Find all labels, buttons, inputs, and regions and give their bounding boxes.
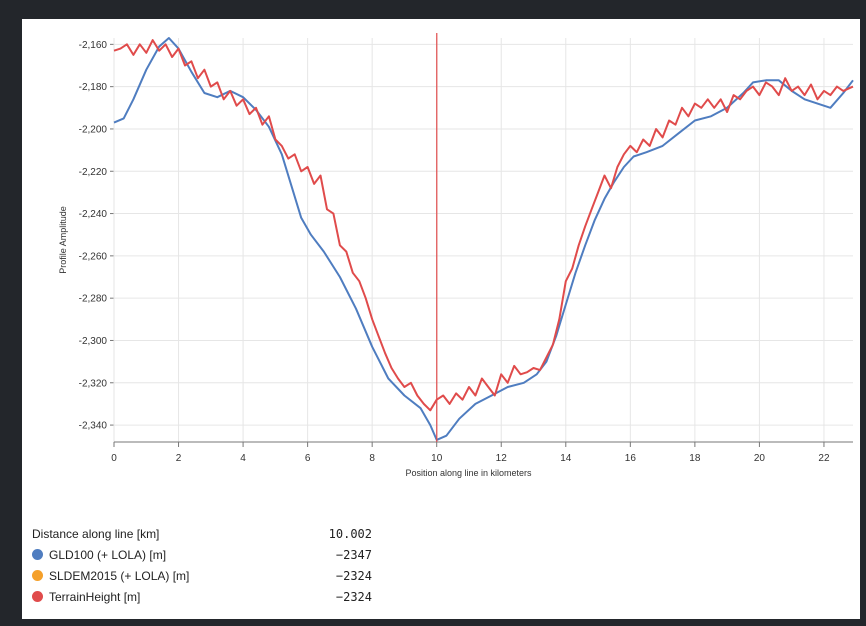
gld100-dot-icon — [32, 549, 43, 560]
x-tick-label: 22 — [818, 453, 830, 464]
profile-panel: -2,160 -2,180 -2,200 -2,220 -2,240 -2,260 -2,2… — [22, 19, 860, 619]
y-tick-label: -2,260 — [79, 251, 108, 262]
y-tick-label: -2,300 — [79, 336, 108, 347]
gld100-label: GLD100 (+ LOLA) [m] — [49, 548, 167, 562]
sldem2015-value: −2324 — [335, 569, 372, 583]
series-line-2 — [113, 39, 854, 412]
sldem2015-label: SLDEM2015 (+ LOLA) [m] — [49, 569, 190, 583]
terrainheight-label: TerrainHeight [m] — [49, 590, 141, 604]
x-tick-label: 12 — [496, 453, 508, 464]
y-tick-label: -2,340 — [79, 421, 108, 432]
terrainheight-value: −2324 — [335, 590, 372, 604]
y-tick-labels: -2,160 -2,180 -2,200 -2,220 -2,240 -2,260 -2,2… — [79, 40, 108, 432]
readout-row-terrainheight: TerrainHeight [m] −2324 — [32, 588, 372, 609]
x-tick-label: 6 — [305, 453, 311, 464]
profile-chart[interactable]: -2,160 -2,180 -2,200 -2,220 -2,240 -2,260 -2,2… — [22, 19, 860, 489]
x-tick-label: 2 — [176, 453, 182, 464]
y-tick-label: -2,320 — [79, 378, 108, 389]
y-tick-label: -2,280 — [79, 294, 108, 305]
readout-table: Distance along line [km] 10.002 GLD100 (… — [32, 525, 372, 609]
x-tick-label: 14 — [560, 453, 572, 464]
x-tick-label: 4 — [240, 453, 246, 464]
readout-row-distance: Distance along line [km] 10.002 — [32, 525, 372, 546]
x-tick-label: 0 — [111, 453, 117, 464]
terrainheight-dot-icon — [32, 591, 43, 602]
y-tick-label: -2,240 — [79, 209, 108, 220]
x-tick-label: 20 — [754, 453, 766, 464]
y-tick-label: -2,180 — [79, 82, 108, 93]
distance-value: 10.002 — [328, 527, 372, 541]
sldem2015-dot-icon — [32, 570, 43, 581]
x-tick-label: 10 — [431, 453, 443, 464]
x-tick-label: 18 — [689, 453, 701, 464]
y-tick-label: -2,220 — [79, 167, 108, 178]
y-axis-label: Profile Amplitude — [58, 206, 68, 274]
readout-row-sldem2015: SLDEM2015 (+ LOLA) [m] −2324 — [32, 567, 372, 588]
x-axis-label: Position along line in kilometers — [405, 468, 532, 478]
readout-row-gld100: GLD100 (+ LOLA) [m] −2347 — [32, 546, 372, 567]
y-tick-label: -2,200 — [79, 124, 108, 135]
series-lines — [113, 37, 854, 441]
x-tick-label: 16 — [625, 453, 637, 464]
x-tick-labels: 0 2 4 6 8 10 12 14 16 18 20 22 — [111, 453, 830, 464]
distance-label: Distance along line [km] — [32, 527, 160, 541]
y-tick-label: -2,160 — [79, 40, 108, 51]
gld100-value: −2347 — [335, 548, 372, 562]
grid — [110, 38, 853, 447]
x-tick-label: 8 — [369, 453, 375, 464]
